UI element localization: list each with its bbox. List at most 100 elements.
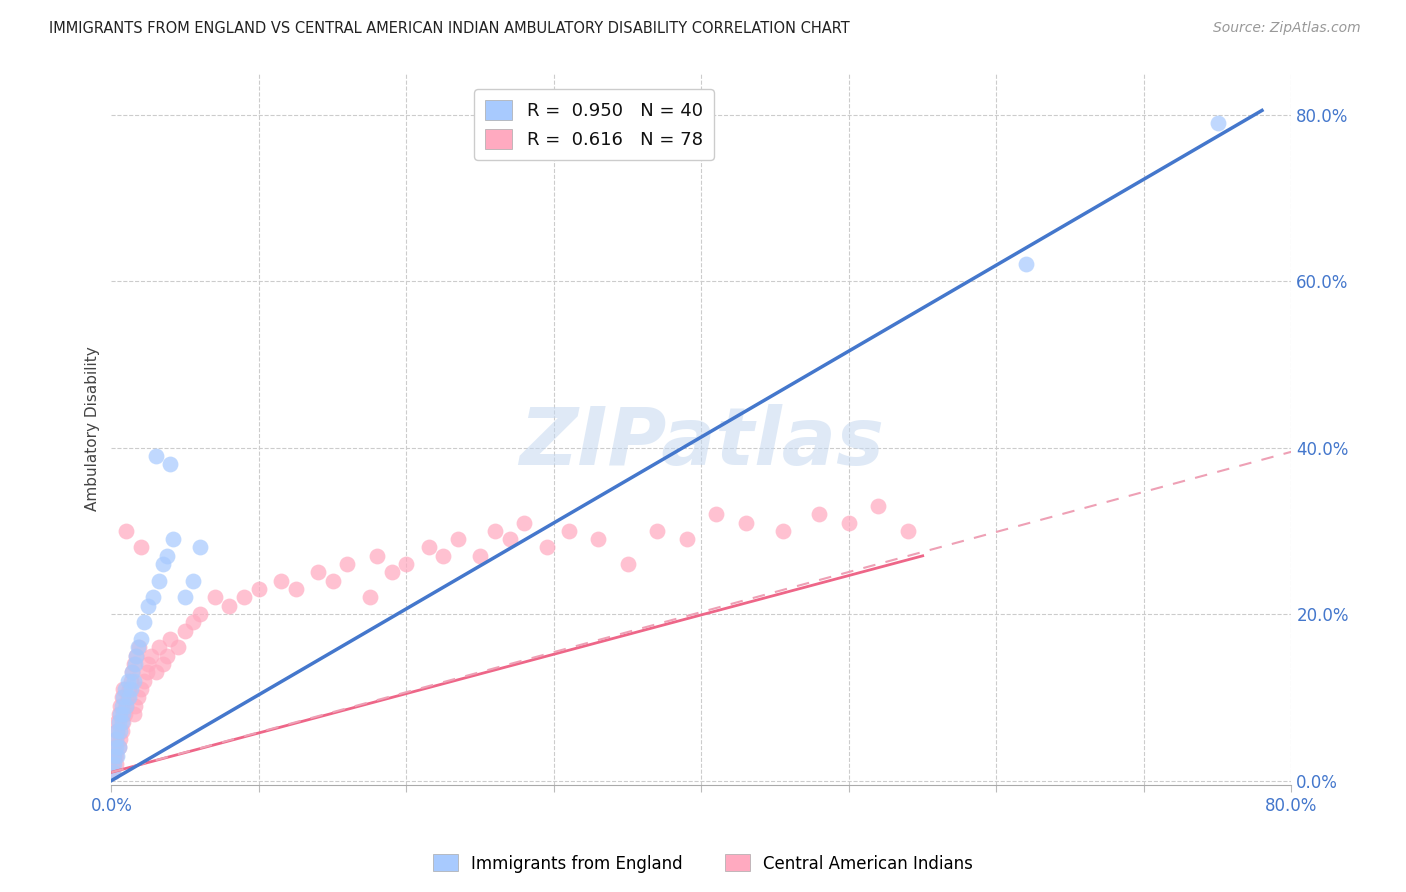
Point xyxy=(107,740,129,755)
Text: ZIPatlas: ZIPatlas xyxy=(519,404,884,482)
Point xyxy=(536,541,558,555)
Point xyxy=(156,549,179,563)
Point xyxy=(105,715,128,730)
Point xyxy=(125,648,148,663)
Point xyxy=(432,549,454,563)
Point xyxy=(838,516,860,530)
Point xyxy=(117,673,139,688)
Point xyxy=(121,665,143,680)
Point xyxy=(897,524,920,538)
Point xyxy=(145,665,167,680)
Point xyxy=(112,690,135,705)
Point xyxy=(322,574,344,588)
Point xyxy=(136,599,159,613)
Point xyxy=(136,657,159,671)
Point xyxy=(117,690,139,705)
Point xyxy=(148,574,170,588)
Point xyxy=(115,698,138,713)
Point xyxy=(111,715,134,730)
Point xyxy=(233,591,256,605)
Point xyxy=(104,756,127,771)
Point xyxy=(166,640,188,655)
Point xyxy=(145,449,167,463)
Point xyxy=(284,582,307,596)
Point xyxy=(122,673,145,688)
Point xyxy=(129,632,152,646)
Point xyxy=(808,507,831,521)
Y-axis label: Ambulatory Disability: Ambulatory Disability xyxy=(86,346,100,511)
Point xyxy=(127,690,149,705)
Point xyxy=(107,740,129,755)
Point xyxy=(141,648,163,663)
Point xyxy=(484,524,506,538)
Point xyxy=(114,681,136,696)
Point xyxy=(181,574,204,588)
Point xyxy=(734,516,756,530)
Point xyxy=(868,499,890,513)
Point xyxy=(181,615,204,630)
Point xyxy=(103,756,125,771)
Point xyxy=(247,582,270,596)
Point xyxy=(110,723,132,738)
Point xyxy=(121,665,143,680)
Point xyxy=(152,657,174,671)
Point xyxy=(103,748,125,763)
Point xyxy=(156,648,179,663)
Point xyxy=(132,615,155,630)
Text: Source: ZipAtlas.com: Source: ZipAtlas.com xyxy=(1213,21,1361,35)
Point xyxy=(675,532,697,546)
Point xyxy=(135,665,157,680)
Point xyxy=(125,648,148,663)
Point xyxy=(124,657,146,671)
Point xyxy=(127,640,149,655)
Point xyxy=(114,706,136,721)
Point xyxy=(111,723,134,738)
Point xyxy=(107,706,129,721)
Point xyxy=(112,681,135,696)
Point xyxy=(188,607,211,621)
Point xyxy=(101,765,124,780)
Point xyxy=(112,706,135,721)
Point xyxy=(447,532,470,546)
Point xyxy=(104,748,127,763)
Point xyxy=(104,740,127,755)
Point xyxy=(307,566,329,580)
Point xyxy=(366,549,388,563)
Point xyxy=(115,698,138,713)
Point xyxy=(115,524,138,538)
Point xyxy=(1206,116,1229,130)
Point xyxy=(124,698,146,713)
Point xyxy=(118,690,141,705)
Point xyxy=(174,624,197,638)
Point xyxy=(122,657,145,671)
Legend: Immigrants from England, Central American Indians: Immigrants from England, Central America… xyxy=(426,847,980,880)
Point xyxy=(111,698,134,713)
Point xyxy=(359,591,381,605)
Point xyxy=(110,731,132,746)
Point xyxy=(499,532,522,546)
Point xyxy=(103,748,125,763)
Point xyxy=(704,507,727,521)
Point xyxy=(159,632,181,646)
Text: IMMIGRANTS FROM ENGLAND VS CENTRAL AMERICAN INDIAN AMBULATORY DISABILITY CORRELA: IMMIGRANTS FROM ENGLAND VS CENTRAL AMERI… xyxy=(49,21,851,36)
Point xyxy=(645,524,668,538)
Point xyxy=(128,640,150,655)
Point xyxy=(270,574,292,588)
Point xyxy=(104,731,127,746)
Point xyxy=(162,532,184,546)
Point xyxy=(148,640,170,655)
Point xyxy=(122,706,145,721)
Point xyxy=(105,723,128,738)
Point xyxy=(120,673,142,688)
Point xyxy=(129,541,152,555)
Point xyxy=(132,673,155,688)
Point xyxy=(381,566,404,580)
Point xyxy=(159,457,181,471)
Point xyxy=(110,706,132,721)
Point xyxy=(111,690,134,705)
Point xyxy=(105,723,128,738)
Point xyxy=(110,698,132,713)
Legend: R =  0.950   N = 40, R =  0.616   N = 78: R = 0.950 N = 40, R = 0.616 N = 78 xyxy=(474,89,714,160)
Point xyxy=(395,557,418,571)
Point xyxy=(616,557,638,571)
